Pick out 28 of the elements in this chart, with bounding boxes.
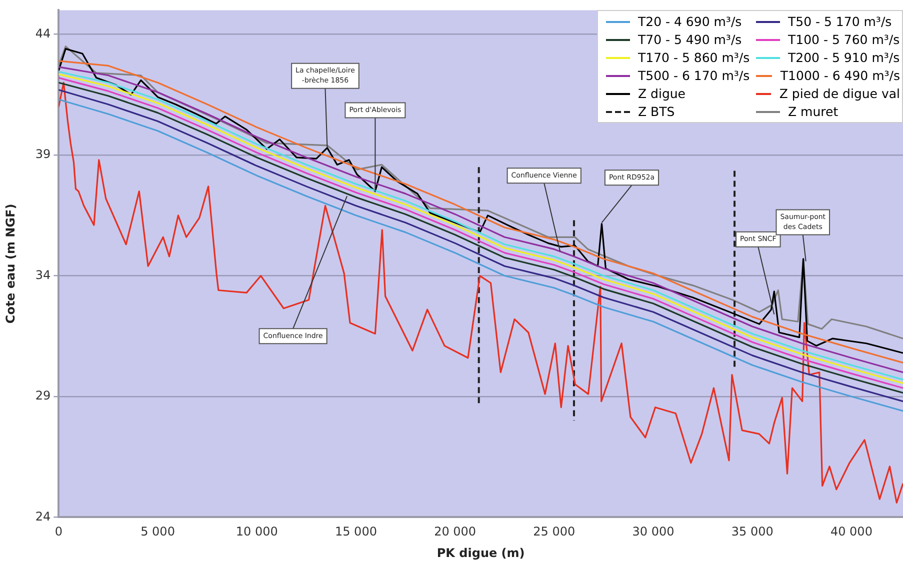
- x-tick-label: 15 000: [334, 524, 377, 539]
- y-tick-label: 44: [35, 26, 51, 40]
- x-tick-label: 35 000: [731, 524, 774, 539]
- legend-label: T170 - 5 860 m³/s: [638, 50, 750, 66]
- y-tick-label: 39: [35, 147, 51, 162]
- legend-label: T200 - 5 910 m³/s: [788, 50, 900, 66]
- y-tick-label: 34: [35, 268, 51, 282]
- x-tick-label: 5 000: [140, 524, 175, 539]
- legend-label: T50 - 5 170 m³/s: [788, 14, 892, 30]
- x-tick-label: 40 000: [830, 524, 872, 539]
- legend-label: T500 - 6 170 m³/s: [638, 68, 750, 84]
- legend-label: Z digue: [638, 86, 686, 102]
- legend-label: T100 - 5 760 m³/s: [788, 32, 900, 48]
- legend-label: Z muret: [788, 104, 838, 120]
- legend-label: Z BTS: [638, 104, 675, 120]
- x-tick-label: 0: [54, 524, 62, 539]
- x-tick-label: 10 000: [236, 524, 278, 539]
- y-tick-label: 24: [35, 509, 51, 524]
- y-tick-label: 29: [35, 388, 51, 403]
- legend-label: T70 - 5 490 m³/s: [638, 32, 742, 48]
- x-tick-label: 20 000: [434, 524, 476, 539]
- x-tick-label: 30 000: [632, 524, 674, 539]
- legend-label: T20 - 4 690 m³/s: [638, 14, 742, 30]
- x-tick-label: 25 000: [533, 524, 576, 539]
- x-axis-title: PK digue (m): [436, 546, 525, 560]
- legend-label: T1000 - 6 490 m³/s: [780, 68, 900, 84]
- y-axis-title: Cote eau (m NGF): [3, 204, 18, 324]
- legend-label: Z pied de digue val: [779, 86, 900, 102]
